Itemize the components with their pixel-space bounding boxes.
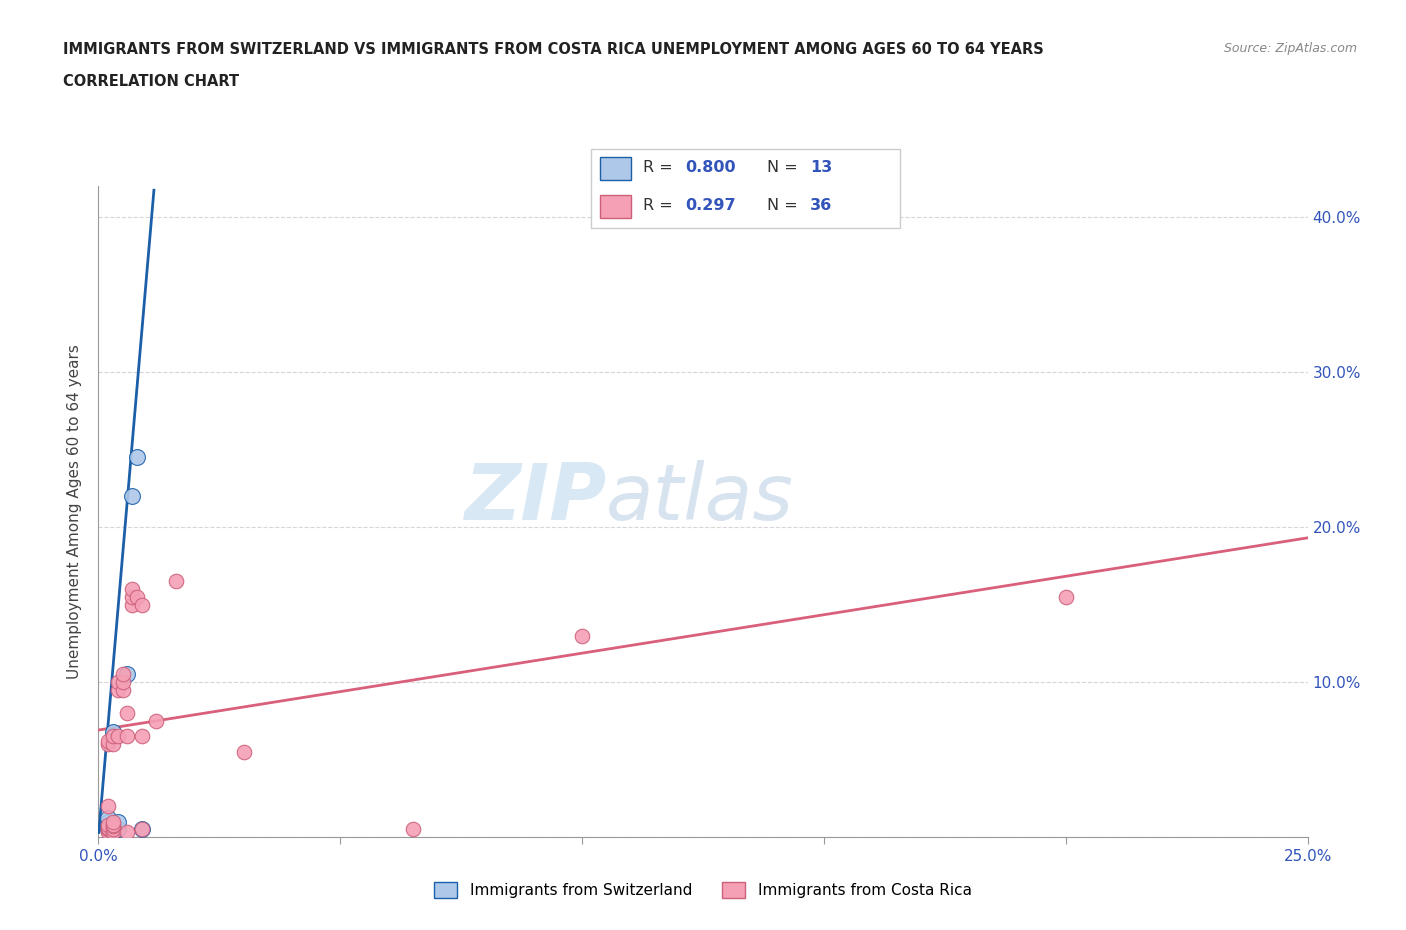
Text: R =: R = xyxy=(643,160,678,175)
Point xyxy=(232,744,254,759)
Point xyxy=(101,814,124,829)
Point xyxy=(131,729,153,744)
Point xyxy=(101,724,124,739)
FancyBboxPatch shape xyxy=(591,149,900,228)
Text: 0.297: 0.297 xyxy=(685,198,735,213)
Text: R =: R = xyxy=(643,198,678,213)
Point xyxy=(97,734,120,749)
Text: ZIP: ZIP xyxy=(464,460,606,537)
Y-axis label: Unemployment Among Ages 60 to 64 years: Unemployment Among Ages 60 to 64 years xyxy=(67,344,83,679)
Text: Source: ZipAtlas.com: Source: ZipAtlas.com xyxy=(1223,42,1357,55)
Point xyxy=(101,729,124,744)
Point xyxy=(131,822,153,837)
Text: 13: 13 xyxy=(810,160,832,175)
Point xyxy=(97,825,120,840)
Point xyxy=(101,737,124,751)
Point xyxy=(101,825,124,840)
Point xyxy=(571,628,593,643)
Text: atlas: atlas xyxy=(606,460,794,537)
Point xyxy=(97,822,120,837)
Text: CORRELATION CHART: CORRELATION CHART xyxy=(63,74,239,89)
Point xyxy=(117,667,139,682)
Text: 0.800: 0.800 xyxy=(685,160,735,175)
Point xyxy=(97,820,120,835)
Point xyxy=(101,817,124,832)
Point xyxy=(402,822,425,837)
Point xyxy=(111,683,134,698)
Point xyxy=(131,597,153,612)
Text: N =: N = xyxy=(766,160,803,175)
Point xyxy=(1054,590,1077,604)
Point xyxy=(121,597,143,612)
Point xyxy=(97,817,120,832)
Point xyxy=(97,817,120,832)
Point xyxy=(145,713,167,728)
Point xyxy=(101,825,124,840)
Point xyxy=(107,729,129,744)
FancyBboxPatch shape xyxy=(600,194,631,219)
Point xyxy=(101,818,124,833)
Point xyxy=(97,822,120,837)
Point xyxy=(101,822,124,837)
Point xyxy=(121,581,143,596)
Point xyxy=(97,737,120,751)
Point xyxy=(97,799,120,814)
FancyBboxPatch shape xyxy=(600,157,631,180)
Point xyxy=(111,674,134,689)
Point xyxy=(131,822,153,837)
Point xyxy=(127,450,149,465)
Point xyxy=(111,667,134,682)
Text: IMMIGRANTS FROM SWITZERLAND VS IMMIGRANTS FROM COSTA RICA UNEMPLOYMENT AMONG AGE: IMMIGRANTS FROM SWITZERLAND VS IMMIGRANT… xyxy=(63,42,1045,57)
Point xyxy=(97,814,120,829)
Point xyxy=(165,574,187,589)
Point xyxy=(127,590,149,604)
Point xyxy=(97,811,120,826)
Point xyxy=(107,683,129,698)
Text: N =: N = xyxy=(766,198,803,213)
Point xyxy=(107,822,129,837)
Text: 36: 36 xyxy=(810,198,832,213)
Point xyxy=(107,674,129,689)
Point xyxy=(107,814,129,829)
Point xyxy=(121,590,143,604)
Point xyxy=(117,825,139,840)
Point xyxy=(121,488,143,503)
Legend: Immigrants from Switzerland, Immigrants from Costa Rica: Immigrants from Switzerland, Immigrants … xyxy=(429,876,977,904)
Point xyxy=(101,822,124,837)
Point xyxy=(117,729,139,744)
Point xyxy=(117,706,139,721)
